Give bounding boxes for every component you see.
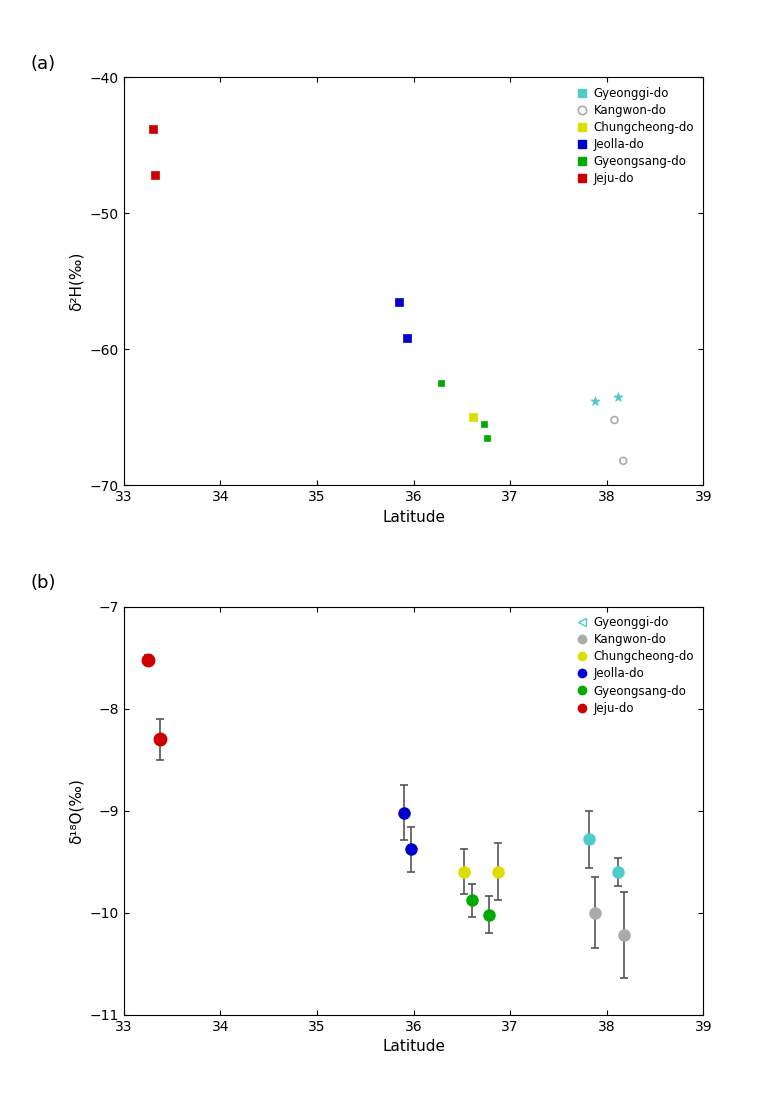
Point (481, 429, 493, 447)
Point (393, 292, 405, 311)
Text: (a): (a) (31, 55, 56, 73)
Legend: Gyeonggi-do, Kangwon-do, Chungcheong-do, Jeolla-do, Gyeongsang-do, Jeju-do: Gyeonggi-do, Kangwon-do, Chungcheong-do,… (572, 612, 697, 718)
X-axis label: Latitude: Latitude (382, 1039, 445, 1054)
Point (617, 452, 629, 470)
Point (148, 167, 161, 184)
Point (589, 393, 601, 410)
Point (146, 120, 158, 138)
Y-axis label: δ¹⁸O(‰): δ¹⁸O(‰) (69, 778, 84, 844)
Legend: Gyeonggi-do, Kangwon-do, Chungcheong-do, Jeolla-do, Gyeongsang-do, Jeju-do: Gyeonggi-do, Kangwon-do, Chungcheong-do,… (572, 83, 697, 189)
Point (434, 375, 447, 393)
Point (467, 408, 479, 426)
Point (612, 388, 625, 406)
Point (608, 411, 621, 429)
Text: (b): (b) (31, 574, 56, 591)
Point (478, 415, 490, 432)
Y-axis label: δ²H(‰): δ²H(‰) (69, 251, 84, 311)
Point (400, 330, 413, 347)
X-axis label: Latitude: Latitude (382, 510, 445, 525)
